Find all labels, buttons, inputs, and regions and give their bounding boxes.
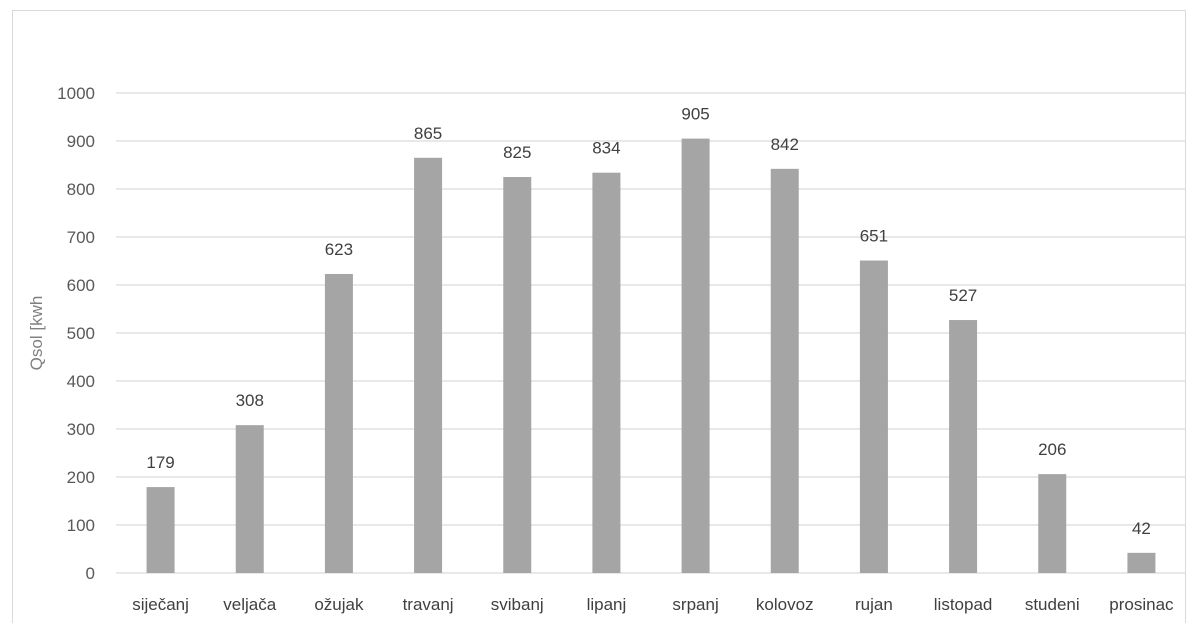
data-label: 623 bbox=[325, 240, 353, 259]
data-label: 905 bbox=[681, 105, 709, 124]
bar-svibanj bbox=[503, 177, 532, 573]
bar-lipanj bbox=[592, 172, 621, 573]
y-tick-label: 400 bbox=[67, 372, 95, 391]
bar-studeni bbox=[1038, 474, 1067, 573]
y-tick-label: 600 bbox=[67, 276, 95, 295]
data-label: 42 bbox=[1132, 519, 1151, 538]
y-tick-label: 100 bbox=[67, 516, 95, 535]
category-label: prosinac bbox=[1109, 595, 1174, 614]
category-label: rujan bbox=[855, 595, 893, 614]
bars bbox=[146, 138, 1156, 574]
category-labels: siječanj veljača ožujak travanj svibanj lipan… bbox=[132, 595, 1174, 614]
data-label: 842 bbox=[771, 135, 799, 154]
gridlines bbox=[116, 92, 1186, 574]
y-axis-label: Qsol [kwh bbox=[27, 296, 46, 371]
chart-frame bbox=[12, 10, 1186, 623]
category-label: veljača bbox=[223, 595, 276, 614]
category-label: kolovoz bbox=[756, 595, 814, 614]
data-label: 206 bbox=[1038, 440, 1066, 459]
y-tick-label: 500 bbox=[67, 324, 95, 343]
category-label: ožujak bbox=[314, 595, 364, 614]
bar-prosinac bbox=[1127, 552, 1156, 573]
category-label: svibanj bbox=[491, 595, 544, 614]
bar-veljača bbox=[235, 425, 264, 573]
bar-kolovoz bbox=[770, 168, 799, 573]
data-label: 825 bbox=[503, 143, 531, 162]
category-label: srpanj bbox=[672, 595, 718, 614]
data-label: 834 bbox=[592, 139, 620, 158]
data-label: 527 bbox=[949, 286, 977, 305]
bar-listopad bbox=[949, 320, 978, 573]
bar-srpanj bbox=[681, 138, 710, 573]
data-label: 308 bbox=[236, 391, 264, 410]
bar-siječanj bbox=[146, 487, 175, 573]
category-label: studeni bbox=[1025, 595, 1080, 614]
bar-rujan bbox=[859, 260, 888, 573]
category-label: travanj bbox=[403, 595, 454, 614]
y-tick-label: 900 bbox=[67, 132, 95, 151]
y-tick-label: 0 bbox=[86, 564, 95, 583]
y-tick-labels: 0 100 200 300 400 500 600 700 800 900 1000 bbox=[57, 84, 95, 583]
y-tick-label: 300 bbox=[67, 420, 95, 439]
data-label: 865 bbox=[414, 124, 442, 143]
category-label: listopad bbox=[934, 595, 993, 614]
data-label: 179 bbox=[146, 453, 174, 472]
bar-travanj bbox=[414, 157, 443, 574]
category-label: siječanj bbox=[132, 595, 189, 614]
data-labels: 179 308 623 865 825 834 905 842 651 527 206 42 bbox=[146, 105, 1150, 538]
data-label: 651 bbox=[860, 227, 888, 246]
y-tick-label: 700 bbox=[67, 228, 95, 247]
bar-ožujak bbox=[324, 273, 353, 573]
y-tick-label: 200 bbox=[67, 468, 95, 487]
category-label: lipanj bbox=[587, 595, 627, 614]
y-tick-label: 1000 bbox=[57, 84, 95, 103]
y-tick-label: 800 bbox=[67, 180, 95, 199]
